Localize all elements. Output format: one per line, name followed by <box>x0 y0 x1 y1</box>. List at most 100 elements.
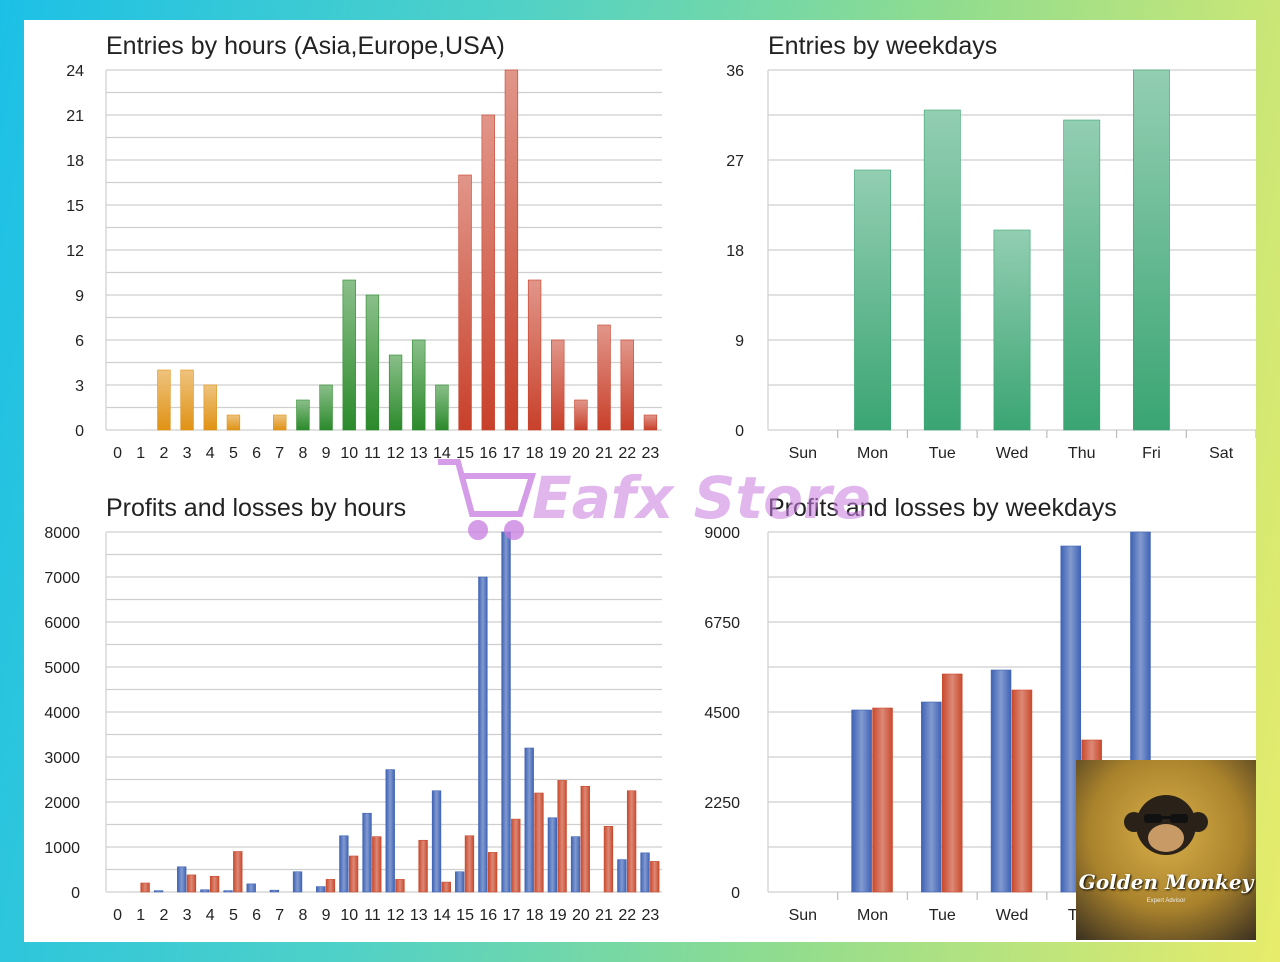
y-tick-label: 24 <box>66 63 84 80</box>
bar <box>140 882 150 893</box>
x-tick-label: 16 <box>479 907 497 924</box>
bar <box>319 384 333 431</box>
y-tick-label: 21 <box>66 108 84 125</box>
y-tick-label: 1000 <box>44 840 80 857</box>
bar <box>348 855 359 893</box>
chart-title: Entries by weekdays <box>768 32 997 60</box>
bar <box>534 792 544 893</box>
bar <box>547 817 558 893</box>
bar <box>1011 689 1033 893</box>
bar <box>597 324 611 431</box>
x-tick-label: 19 <box>549 445 567 462</box>
x-tick-label: 0 <box>113 907 122 924</box>
x-tick-label: 3 <box>183 445 192 462</box>
bar <box>527 279 542 431</box>
bar <box>325 879 336 893</box>
y-tick-label: 9 <box>75 288 84 305</box>
logo-tagline: Expert Advisor <box>1146 898 1186 904</box>
x-tick-label: 12 <box>387 907 405 924</box>
bar <box>455 871 465 893</box>
y-tick-label: 6 <box>75 333 84 350</box>
bar <box>246 883 256 893</box>
bar <box>273 414 287 431</box>
bar <box>626 790 637 893</box>
bar <box>269 889 280 893</box>
y-tick-label: 3 <box>75 378 84 395</box>
x-tick-label: 14 <box>433 445 451 462</box>
x-tick-label: Sat <box>1209 445 1234 462</box>
x-tick-label: 7 <box>275 907 284 924</box>
x-tick-label: 5 <box>229 907 238 924</box>
bar <box>511 818 521 893</box>
x-tick-label: 6 <box>252 445 261 462</box>
x-tick-label: 4 <box>206 445 215 462</box>
x-tick-label: 20 <box>572 445 590 462</box>
x-tick-label: 0 <box>113 445 122 462</box>
bar <box>524 747 534 893</box>
y-tick-label: 4500 <box>704 705 740 722</box>
bar <box>481 114 495 431</box>
x-tick-label: 8 <box>298 445 307 462</box>
bar <box>617 859 627 893</box>
bar <box>504 69 519 431</box>
bar <box>296 399 310 431</box>
y-tick-label: 9 <box>735 333 744 350</box>
x-tick-label: 6 <box>252 907 261 924</box>
x-tick-label: 9 <box>322 445 331 462</box>
bar <box>292 871 303 893</box>
x-tick-label: 16 <box>479 445 497 462</box>
monkey-icon <box>1124 795 1208 855</box>
x-tick-label: 1 <box>136 907 145 924</box>
bar <box>226 414 241 431</box>
bar <box>339 835 349 893</box>
x-tick-label: 19 <box>549 907 567 924</box>
x-tick-label: 18 <box>526 445 544 462</box>
bar <box>650 861 660 893</box>
bar <box>157 369 171 431</box>
y-tick-label: 9000 <box>704 525 740 542</box>
bar <box>603 825 614 893</box>
bar <box>501 531 511 893</box>
y-tick-label: 8000 <box>44 525 80 542</box>
bar <box>921 701 942 893</box>
bar <box>441 881 451 893</box>
bar <box>851 709 872 893</box>
y-tick-label: 0 <box>75 423 84 440</box>
chart-entries-weekdays: Entries by weekdays 0 9 18 27 36 Sun Mon Tue Wed T… <box>726 32 1256 462</box>
y-tick-label: 36 <box>726 63 744 80</box>
y-tick-label: 0 <box>735 423 744 440</box>
bar <box>342 279 356 431</box>
x-tick-label: 11 <box>364 445 381 462</box>
y-tick-label: 12 <box>66 243 84 260</box>
bar <box>574 399 588 431</box>
x-tick-label: 22 <box>618 907 636 924</box>
chart-panel: Entries by hours (Asia,Europe,USA) 0 3 6 9 12… <box>24 20 1256 942</box>
x-tick-label: Sun <box>789 907 817 924</box>
y-tick-label: 0 <box>731 885 740 902</box>
bar <box>570 836 581 893</box>
x-tick-label: 7 <box>275 445 284 462</box>
y-tick-label: 18 <box>66 153 84 170</box>
bar <box>385 769 395 893</box>
x-tick-label: 17 <box>503 445 521 462</box>
bar <box>186 874 197 893</box>
x-tick-label: Fri <box>1142 445 1161 462</box>
bar <box>435 384 449 431</box>
x-tick-label: 21 <box>595 445 613 462</box>
x-tick-label: Tue <box>929 907 956 924</box>
chart-title: Profits and losses by hours <box>106 494 406 522</box>
bar <box>993 229 1031 431</box>
y-tick-label: 3000 <box>44 750 80 767</box>
logo-name: Golden Monkey <box>1078 870 1254 894</box>
x-tick-label: 22 <box>618 445 636 462</box>
bar <box>431 790 442 893</box>
bar <box>551 339 565 431</box>
bar <box>372 836 382 893</box>
bar <box>557 780 567 893</box>
x-tick-label: 13 <box>410 907 428 924</box>
y-tick-label: 6750 <box>704 615 740 632</box>
charts-canvas: Entries by hours (Asia,Europe,USA)036912… <box>44 32 1256 924</box>
bar <box>209 875 220 893</box>
bar <box>412 339 426 431</box>
bar <box>872 707 893 893</box>
